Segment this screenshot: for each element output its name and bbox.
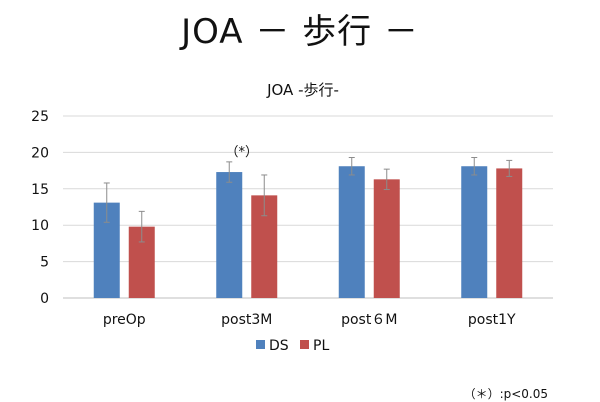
y-tick-label: 15: [31, 182, 49, 198]
bar-ds: [216, 172, 243, 298]
significance-footnote: （＊）:p<0.05: [463, 387, 548, 401]
bar-ds: [338, 166, 365, 298]
legend-label-pl: PL: [313, 338, 329, 354]
y-tick-label: 25: [31, 109, 49, 125]
y-tick-label: 20: [31, 145, 49, 161]
legend-swatch-ds: [256, 340, 265, 349]
bar-ds: [461, 166, 488, 298]
chart-title: JOA -歩行-: [266, 81, 339, 99]
y-tick-label: 0: [40, 291, 49, 307]
legend-swatch-pl: [300, 340, 309, 349]
significance-annotation: （*）: [225, 145, 258, 160]
y-tick-label: 10: [31, 218, 49, 234]
y-tick-label: 5: [40, 255, 49, 271]
x-tick-label: post６M: [341, 312, 397, 328]
chart-area: JOA -歩行- 0 5 10 15 20 25 preOp post3M post６M post1…: [0, 70, 600, 370]
x-tick-label: post3M: [221, 312, 272, 328]
x-tick-label: post1Y: [468, 312, 516, 328]
bar-pl: [496, 168, 523, 298]
legend-label-ds: DS: [269, 338, 289, 354]
slide-title: JOA － 歩行 －: [181, 12, 419, 52]
x-tick-label: preOp: [103, 312, 146, 328]
bar-pl: [373, 179, 400, 298]
bar-chart: JOA -歩行- 0 5 10 15 20 25 preOp post3M post６M post1…: [31, 81, 553, 354]
